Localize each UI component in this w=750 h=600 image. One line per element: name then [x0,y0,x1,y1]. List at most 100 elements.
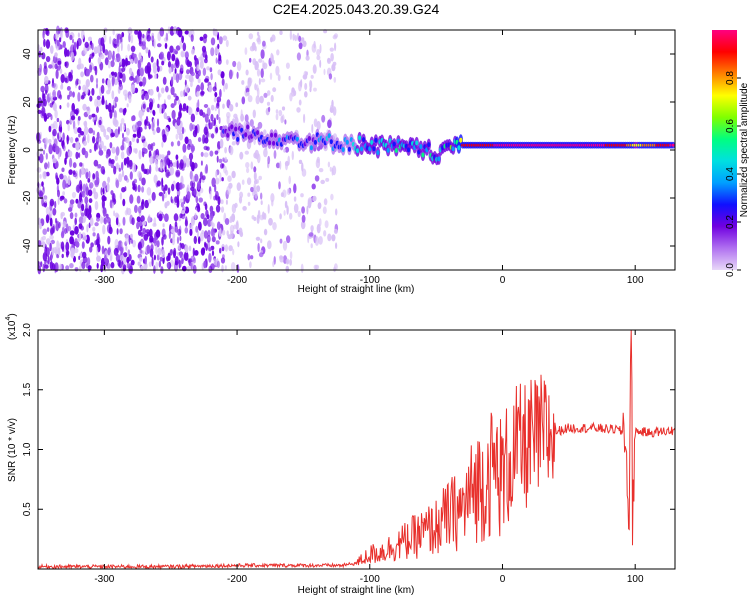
spectrogram-cell [219,138,224,149]
spectrogram-cell [70,115,76,121]
spectrogram-cell [121,67,126,73]
spectrogram-cell [109,36,112,45]
spectrogram-cell [155,165,159,172]
spectrogram-cell [273,150,277,159]
spectrogram-cell [268,217,273,226]
spectrogram-cell [169,166,175,176]
spectrogram-cell [192,247,195,257]
spectrogram-cell [190,262,193,270]
spectrogram-cell [333,76,337,83]
spectrogram-cell [128,67,133,75]
spectrogram-cell [140,225,143,231]
spectrogram-cell [162,234,167,240]
spectrogram-cell [177,228,182,236]
spectrogram-cell [211,236,216,243]
spectrogram-cell [335,242,338,249]
spectrogram-cell [203,33,208,39]
spectrogram-cell [226,111,231,119]
spectrogram-cell [167,94,172,100]
spectrogram-cell [279,213,282,220]
spectrogram-cell [298,42,303,50]
spectrogram-cell [181,253,185,262]
spectrogram-cell [115,146,120,156]
spectrogram-cell [257,38,262,45]
spectrogram-cell [59,120,62,128]
spectrogram-cell [327,161,331,168]
spectrogram-cell [203,230,208,239]
spectrogram-cell [121,161,124,171]
spectrogram-cell [287,155,291,166]
spectrogram-cell [125,245,128,251]
spectrogram-cell [310,243,313,249]
spectrogram-cell [286,205,289,215]
spectrogram-cell [90,74,94,83]
spectrogram-cell [107,78,111,88]
spectrogram-cell [199,60,204,69]
spectrogram-cell [101,245,105,255]
spectrogram-cell [61,140,64,147]
spectrogram-cell [159,65,163,72]
spectrogram-cell [49,234,54,240]
spectrogram-cell [222,103,225,109]
spectrogram-cell [160,87,165,94]
spectrogram-cell [42,235,46,241]
spectrogram-cell [96,95,101,101]
spectrogram-cell [124,93,128,101]
spectrogram-cell [300,220,306,230]
spectrogram-cell [198,197,203,203]
spectrogram-cell [67,175,71,186]
spectrogram-y-tick-label: 40 [22,48,33,60]
spectrogram-cell [311,123,314,134]
spectrogram-trace-core [407,147,411,153]
spectrogram-cell [177,244,181,250]
spectrogram-cell [88,198,93,204]
spectrogram-cell [127,27,133,35]
spectrogram-cell [331,63,336,72]
spectrogram-cell [279,160,282,170]
spectrogram-cell [172,232,176,239]
spectrogram-cell [137,59,141,70]
spectrogram-cell [191,48,195,55]
spectrogram-cell [255,236,261,241]
spectrogram-cell [136,138,139,144]
spectrogram-cell [47,161,50,169]
spectrogram-cell [49,143,52,149]
spectrogram-cell [249,261,252,269]
spectrogram-cell [301,206,305,214]
spectrogram-cell [253,185,256,196]
spectrogram-cell [329,166,332,172]
spectrogram-cell [73,126,79,135]
spectrogram-cell [57,197,60,206]
spectrogram-cell [175,73,180,84]
spectrogram-cell [66,49,70,57]
spectrogram-cell [231,141,236,146]
spectrogram-cell [146,187,152,196]
spectrogram-cell [57,60,62,65]
spectrogram-cell [258,252,264,258]
spectrogram-cell [42,171,47,180]
spectrogram-cell [160,161,163,172]
spectrogram-cell [246,91,250,96]
spectrogram-cell [67,123,70,132]
spectrogram-cell [139,256,143,262]
spectrogram-cell [77,32,80,38]
spectrogram-cell [333,228,338,234]
spectrogram-cell [210,73,213,81]
spectrogram-cell [141,199,145,205]
spectrogram-cell [78,192,83,203]
spectrogram-cell [200,151,204,157]
spectrogram-cell [51,263,56,271]
spectrogram-cell [209,67,213,73]
spectrogram-cell [45,214,50,224]
spectrogram-cell [195,225,199,233]
spectrogram-cell [181,35,185,44]
spectrogram-cell [80,167,85,175]
spectrogram-cell [159,27,165,37]
spectrogram-cell [104,57,109,66]
spectrogram-cell [246,167,250,174]
spectrogram-cell [100,125,105,133]
spectrogram-cell [59,37,62,43]
spectrogram-cell [48,64,53,69]
spectrogram-cell [327,233,332,242]
spectrogram-cell [40,99,45,108]
